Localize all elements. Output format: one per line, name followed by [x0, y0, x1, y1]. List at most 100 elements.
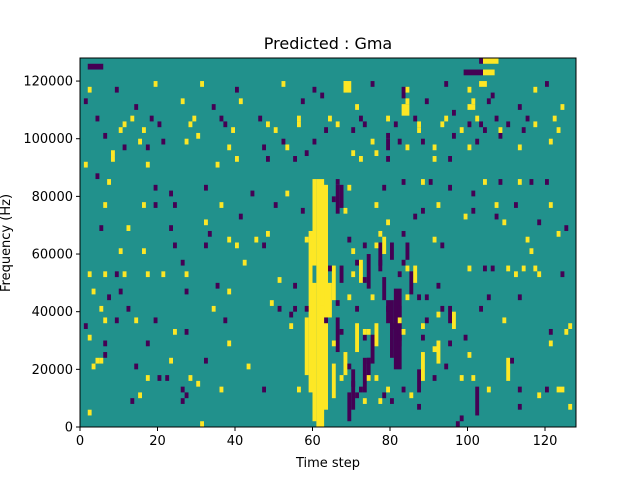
- heatmap-cell: [506, 357, 511, 381]
- heatmap-cell: [87, 86, 92, 93]
- heatmap-cell: [417, 127, 421, 133]
- heatmap-cell: [122, 271, 127, 278]
- heatmap-cell: [235, 242, 239, 249]
- heatmap-cell: [293, 156, 297, 162]
- heatmap-cell: [386, 386, 390, 393]
- heatmap-cell: [169, 357, 173, 364]
- heatmap-cell: [304, 236, 309, 243]
- heatmap-cell: [405, 98, 410, 105]
- heatmap-cell: [145, 271, 150, 278]
- heatmap-cell: [157, 375, 162, 381]
- heatmap-cell: [200, 421, 204, 427]
- heatmap-cell: [142, 127, 146, 133]
- heatmap-cell: [173, 202, 177, 208]
- y-tick-label: 80000: [32, 190, 73, 205]
- heatmap-cell: [424, 294, 429, 301]
- heatmap-cell: [382, 392, 387, 399]
- heatmap-cell: [386, 305, 390, 312]
- heatmap-cell: [421, 323, 425, 329]
- heatmap-cell: [568, 403, 573, 410]
- heatmap-cell: [184, 288, 189, 295]
- heatmap-cell: [483, 69, 495, 76]
- heatmap-cell: [548, 202, 553, 208]
- heatmap-cell: [165, 375, 170, 381]
- heatmap-cell: [347, 184, 352, 191]
- heatmap-cell: [184, 328, 189, 335]
- heatmap-cell: [374, 202, 379, 208]
- heatmap-cell: [138, 392, 142, 399]
- heatmap-cell: [386, 132, 390, 139]
- heatmap-cell: [258, 115, 263, 122]
- heatmap-cell: [347, 392, 352, 422]
- heatmap-cell: [552, 115, 557, 122]
- heatmap-cell: [366, 375, 371, 381]
- heatmap-cell: [300, 98, 305, 105]
- heatmap-cell: [95, 173, 100, 180]
- heatmap-cell: [475, 115, 480, 122]
- heatmap-cell: [483, 179, 487, 185]
- heatmap-cell: [409, 271, 414, 295]
- heatmap-cell: [331, 363, 336, 399]
- heatmap-cell: [475, 386, 480, 416]
- heatmap-cell: [180, 259, 185, 266]
- heatmap-cell: [204, 242, 208, 249]
- heatmap-cell: [87, 409, 92, 416]
- heatmap-cell: [343, 207, 348, 214]
- heatmap-cell: [490, 265, 495, 272]
- heatmap-cell: [362, 242, 367, 249]
- heatmap-cell: [107, 294, 111, 301]
- heatmap-cell: [370, 81, 375, 87]
- heatmap-cell: [432, 346, 437, 353]
- heatmap-cell: [390, 323, 394, 329]
- x-tick-label: 120: [533, 434, 558, 449]
- heatmap-cell: [281, 81, 286, 87]
- heatmap-cell: [103, 352, 108, 358]
- heatmap-cell: [118, 248, 123, 255]
- heatmap-cell: [413, 115, 418, 122]
- heatmap-cell: [103, 132, 108, 139]
- heatmap-cell: [153, 81, 158, 87]
- heatmap-cell: [173, 328, 177, 335]
- heatmap-cell: [440, 305, 445, 312]
- heatmap-cell: [351, 127, 356, 133]
- heatmap-cell: [266, 156, 270, 162]
- heatmap-cell: [486, 294, 491, 301]
- heatmap-cell: [266, 121, 270, 128]
- heatmap-cell: [145, 144, 150, 151]
- heatmap-cell: [118, 288, 123, 295]
- heatmap-cell: [227, 236, 232, 243]
- heatmap-cell: [448, 305, 452, 324]
- heatmap-cell: [362, 277, 367, 283]
- heatmap-cell: [405, 265, 410, 272]
- x-tick-label: 0: [76, 434, 84, 449]
- heatmap-cell: [440, 242, 445, 249]
- heatmap-cell: [289, 311, 294, 318]
- heatmap-cell: [122, 121, 127, 128]
- heatmap-cell: [304, 305, 309, 312]
- heatmap-cell: [262, 242, 266, 249]
- heatmap-cell: [83, 161, 88, 168]
- heatmap-plot-area: [80, 58, 576, 427]
- heatmap-cell: [359, 115, 363, 122]
- y-tick-label: 40000: [32, 305, 73, 320]
- heatmap-cell: [328, 282, 332, 318]
- heatmap-cell: [548, 138, 553, 145]
- x-tick-label: 80: [382, 434, 399, 449]
- heatmap-cell: [397, 317, 402, 324]
- heatmap-cell: [436, 282, 441, 289]
- heatmap-cell: [362, 121, 367, 128]
- heatmap-cell: [324, 127, 328, 133]
- heatmap-cell: [494, 115, 499, 122]
- heatmap-cell: [219, 202, 224, 208]
- heatmap-cell: [223, 317, 228, 324]
- heatmap-cell: [444, 363, 449, 370]
- heatmap-cell: [262, 144, 266, 151]
- heatmap-cell: [517, 179, 522, 185]
- y-tick-label: 60000: [32, 248, 73, 263]
- heatmap-cell: [362, 398, 367, 404]
- heatmap-cell: [312, 282, 317, 422]
- heatmap-cell: [467, 144, 472, 151]
- heatmap-cell: [335, 184, 340, 214]
- chart-title: Predicted : Gma: [264, 34, 392, 53]
